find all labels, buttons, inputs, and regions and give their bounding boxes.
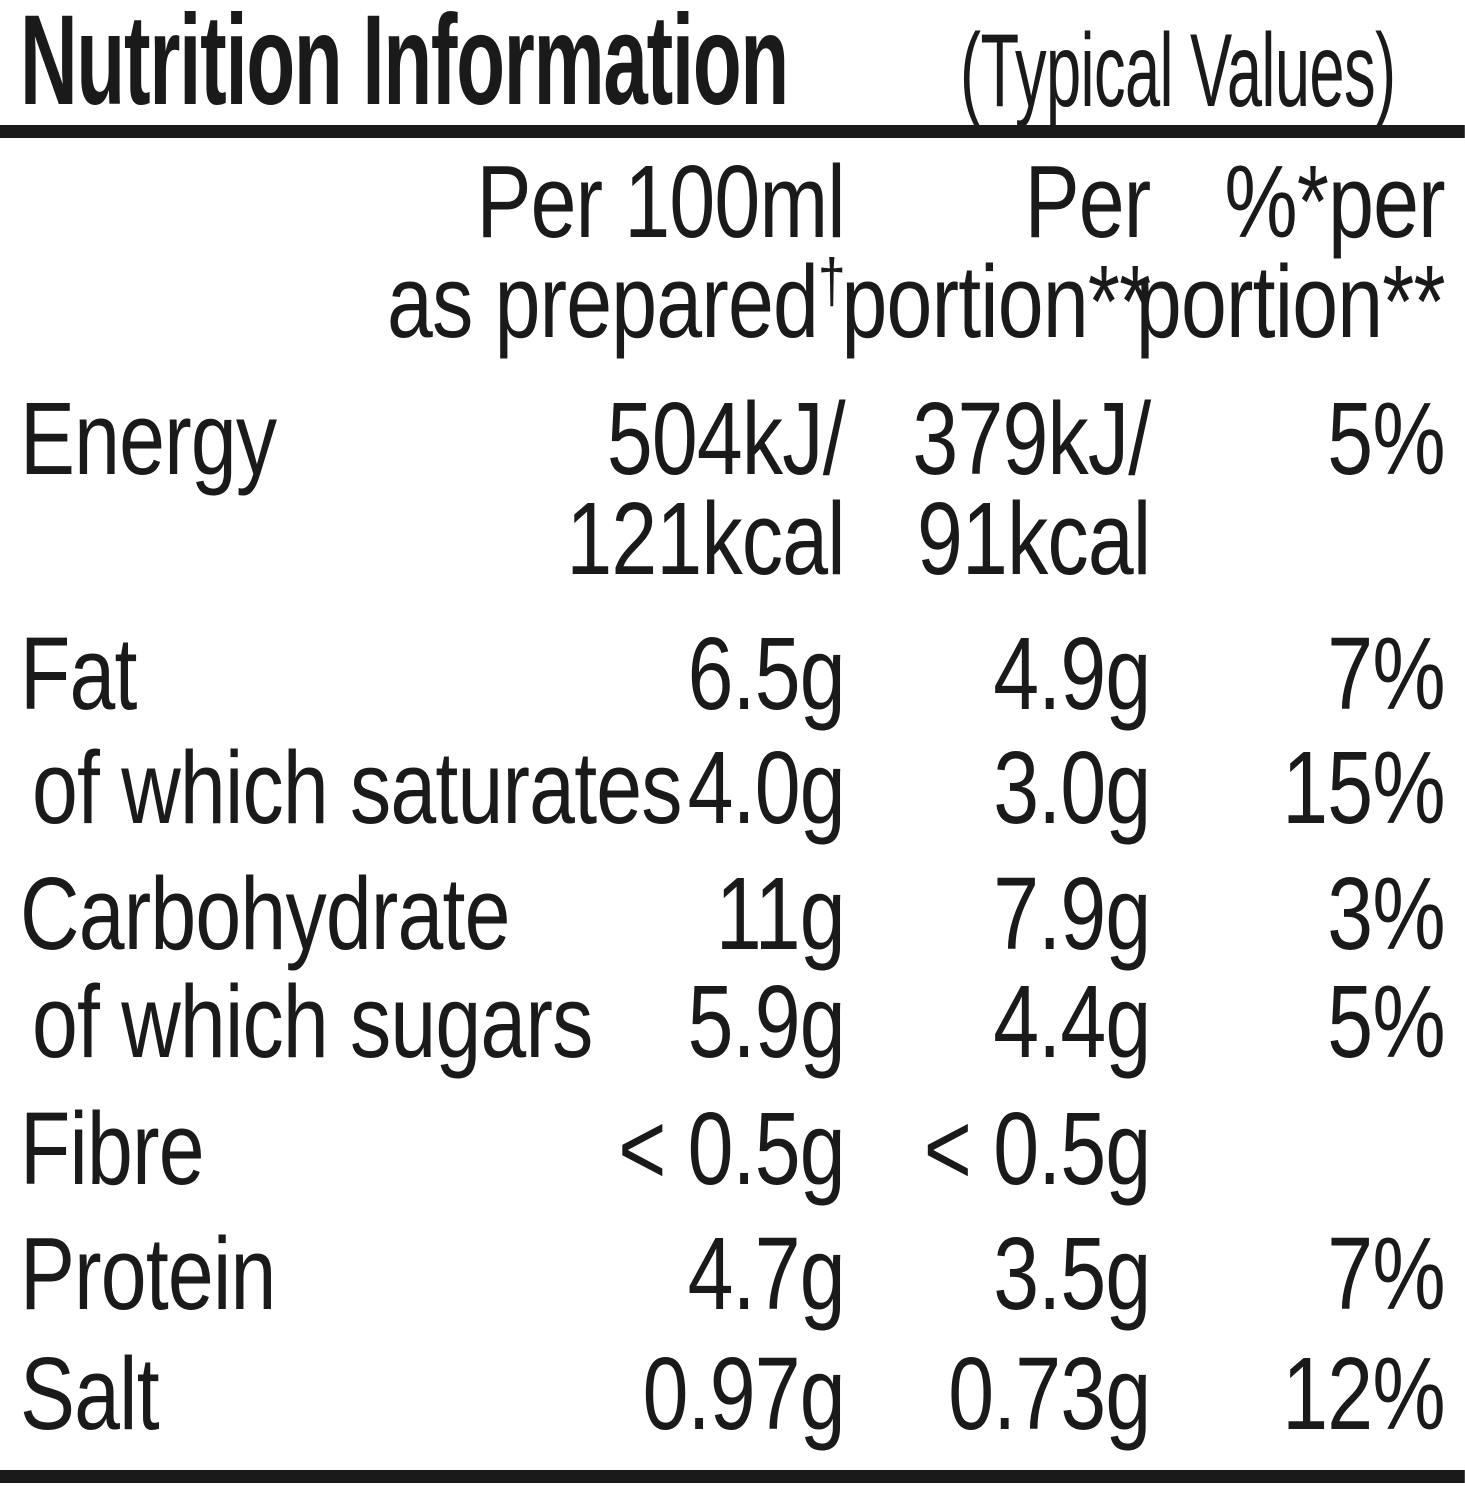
header-per-100ml: as prepared † (387, 247, 846, 367)
table-row: of which saturates 4.0g 3.0g 15% (0, 730, 1465, 845)
per-portion-value: 0.73g (948, 1336, 1151, 1451)
per-100ml-value: 11g (715, 856, 846, 971)
table-row: Carbohydrate 11g 7.9g 3% (0, 856, 1465, 971)
percent-value: 5% (1327, 381, 1445, 496)
table-row: Salt 0.97g 0.73g 12% (0, 1336, 1465, 1451)
header-per-100ml-line1: Per 100ml (476, 144, 845, 259)
per-100ml-value: 504kJ/ (606, 381, 846, 496)
per-100ml-value: 121kcal (566, 481, 845, 596)
per-portion-value: 91kcal (917, 481, 1151, 596)
table-row: of which sugars 5.9g 4.4g 5% (0, 964, 1465, 1079)
dagger-symbol: † (818, 247, 846, 316)
page-title-suffix: (Typical Values) (960, 13, 1396, 129)
per-100ml-value: 6.5g (687, 616, 846, 731)
header-per-portion-line1: Per (1024, 144, 1152, 259)
bottom-rule (0, 1470, 1465, 1483)
per-100ml-value: 4.0g (687, 730, 846, 845)
row-label: Salt (20, 1336, 160, 1451)
per-portion-value: 3.0g (993, 730, 1151, 845)
table-row: Fibre < 0.5g < 0.5g (0, 1091, 1465, 1206)
header-per-portion: portion** (841, 244, 1152, 367)
header-per-portion: Per (845, 144, 1152, 259)
percent-value: 15% (1282, 730, 1445, 845)
table-row: Energy 504kJ/ 379kJ/ 5% (0, 381, 1465, 496)
per-100ml-value: 4.7g (687, 1216, 846, 1331)
page-title: Nutrition Information (20, 0, 789, 132)
row-label: Protein (20, 1216, 276, 1331)
per-portion-value: 4.4g (993, 964, 1151, 1079)
table-row: 121kcal 91kcal (0, 481, 1465, 596)
per-portion-value: 3.5g (993, 1216, 1151, 1331)
row-label: Carbohydrate (20, 856, 510, 971)
per-portion-value: 379kJ/ (912, 381, 1151, 496)
per-portion-value: 7.9g (993, 856, 1151, 971)
per-100ml-value: < 0.5g (618, 1091, 845, 1206)
table-row: Fat 6.5g 4.9g 7% (0, 616, 1465, 731)
header-pct-per-portion: %*per (1150, 144, 1445, 259)
top-rule (0, 125, 1465, 138)
per-portion-value: < 0.5g (923, 1091, 1151, 1206)
per-100ml-value: 5.9g (687, 964, 846, 1079)
per-portion-value: 4.9g (993, 616, 1151, 731)
header-per-100ml: Per 100ml (476, 150, 845, 253)
percent-value: 12% (1282, 1336, 1445, 1451)
percent-value: 3% (1327, 856, 1445, 971)
row-label: Fat (20, 616, 137, 731)
nutrition-table: Per 100ml Per %*per as prepared † portio… (0, 144, 1465, 1451)
per-100ml-value: 0.97g (642, 1336, 846, 1451)
header-pct-per-portion-line2: portion** (1135, 244, 1446, 359)
table-header-row: Per 100ml Per %*per (0, 144, 1465, 259)
percent-value: 7% (1327, 1216, 1445, 1331)
row-label: of which sugars (32, 964, 593, 1079)
row-label: Fibre (20, 1091, 205, 1206)
row-label: Energy (20, 381, 277, 496)
title-bar: Nutrition Information (Typical Values) (0, 0, 1465, 132)
header-pct-per-portion-line1: %*per (1224, 144, 1445, 259)
percent-value: 5% (1327, 964, 1445, 1079)
table-header-row: as prepared † portion** portion** (0, 247, 1465, 353)
percent-value: 7% (1327, 616, 1445, 731)
header-per-portion-line2: portion** (841, 244, 1152, 359)
table-row: Protein 4.7g 3.5g 7% (0, 1216, 1465, 1331)
header-pct-per-portion: portion** (1136, 250, 1446, 367)
header-per-100ml-line2: as prepared (387, 244, 819, 359)
row-label: of which saturates (32, 730, 683, 845)
